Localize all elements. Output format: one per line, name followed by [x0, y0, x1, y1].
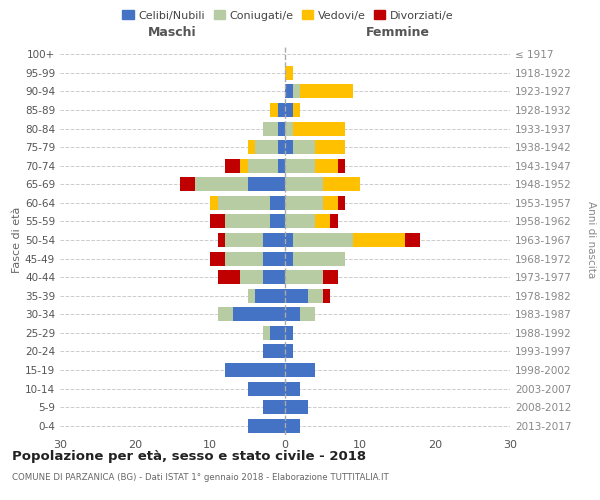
Bar	[225, 159, 240, 172]
Bar	[270, 326, 285, 340]
Bar	[285, 363, 315, 377]
Bar	[248, 140, 255, 154]
Bar	[323, 289, 330, 302]
Bar	[270, 103, 277, 117]
Bar	[285, 270, 323, 284]
Bar	[263, 233, 285, 247]
Bar	[285, 308, 300, 322]
Bar	[218, 233, 225, 247]
Bar	[285, 419, 300, 432]
Bar	[285, 252, 293, 266]
Bar	[210, 214, 225, 228]
Bar	[277, 159, 285, 172]
Bar	[263, 326, 270, 340]
Bar	[285, 400, 308, 414]
Bar	[263, 400, 285, 414]
Bar	[195, 178, 248, 191]
Y-axis label: Fasce di età: Fasce di età	[12, 207, 22, 273]
Bar	[285, 326, 293, 340]
Bar	[225, 214, 270, 228]
Bar	[353, 233, 405, 247]
Bar	[218, 196, 270, 210]
Bar	[218, 308, 233, 322]
Bar	[285, 140, 293, 154]
Bar	[277, 140, 285, 154]
Text: Maschi: Maschi	[148, 26, 197, 38]
Bar	[323, 270, 337, 284]
Bar	[240, 270, 263, 284]
Bar	[263, 270, 285, 284]
Bar	[270, 214, 285, 228]
Bar	[300, 84, 353, 98]
Bar	[180, 178, 195, 191]
Bar	[240, 159, 248, 172]
Text: Femmine: Femmine	[365, 26, 430, 38]
Bar	[248, 289, 255, 302]
Text: COMUNE DI PARZANICA (BG) - Dati ISTAT 1° gennaio 2018 - Elaborazione TUTTITALIA.: COMUNE DI PARZANICA (BG) - Dati ISTAT 1°…	[12, 472, 389, 482]
Bar	[285, 382, 300, 396]
Legend: Celibi/Nubili, Coniugati/e, Vedovi/e, Divorziati/e: Celibi/Nubili, Coniugati/e, Vedovi/e, Di…	[120, 8, 456, 23]
Bar	[337, 196, 345, 210]
Bar	[218, 270, 240, 284]
Bar	[293, 103, 300, 117]
Bar	[323, 196, 337, 210]
Bar	[255, 140, 277, 154]
Bar	[293, 252, 345, 266]
Bar	[285, 122, 293, 136]
Bar	[263, 122, 277, 136]
Bar	[293, 233, 353, 247]
Bar	[263, 344, 285, 358]
Bar	[255, 289, 285, 302]
Bar	[323, 178, 360, 191]
Bar	[285, 344, 293, 358]
Bar	[315, 214, 330, 228]
Bar	[225, 363, 285, 377]
Bar	[263, 252, 285, 266]
Bar	[277, 103, 285, 117]
Bar	[285, 214, 315, 228]
Bar	[315, 159, 337, 172]
Bar	[270, 196, 285, 210]
Bar	[225, 233, 263, 247]
Text: Anni di nascita: Anni di nascita	[586, 202, 596, 278]
Bar	[285, 233, 293, 247]
Bar	[225, 252, 263, 266]
Bar	[285, 178, 323, 191]
Bar	[293, 140, 315, 154]
Bar	[337, 159, 345, 172]
Bar	[285, 196, 323, 210]
Bar	[293, 84, 300, 98]
Bar	[300, 308, 315, 322]
Bar	[210, 196, 218, 210]
Bar	[308, 289, 323, 302]
Text: Popolazione per età, sesso e stato civile - 2018: Popolazione per età, sesso e stato civil…	[12, 450, 366, 463]
Bar	[248, 382, 285, 396]
Bar	[293, 122, 345, 136]
Bar	[233, 308, 285, 322]
Bar	[285, 103, 293, 117]
Bar	[285, 66, 293, 80]
Bar	[285, 84, 293, 98]
Bar	[285, 159, 315, 172]
Bar	[315, 140, 345, 154]
Bar	[277, 122, 285, 136]
Bar	[330, 214, 337, 228]
Bar	[248, 419, 285, 432]
Bar	[248, 159, 277, 172]
Bar	[285, 289, 308, 302]
Bar	[405, 233, 420, 247]
Bar	[248, 178, 285, 191]
Bar	[210, 252, 225, 266]
